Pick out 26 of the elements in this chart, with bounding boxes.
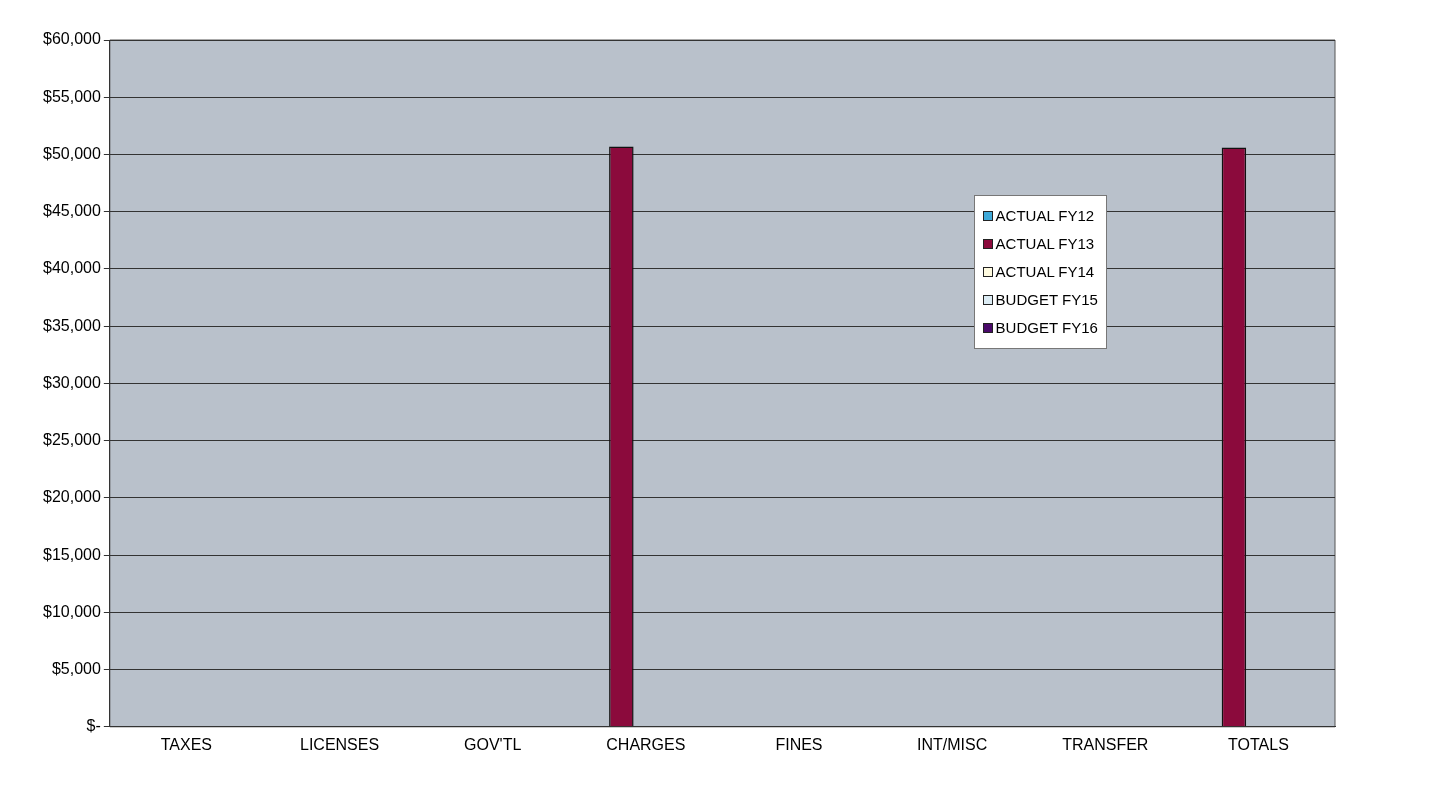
legend-label: ACTUAL FY13 bbox=[995, 233, 1095, 254]
y-tick-label: $40,000 bbox=[42, 259, 101, 277]
y-tick-label: $55,000 bbox=[42, 87, 101, 105]
legend-label: BUDGET FY15 bbox=[995, 289, 1098, 310]
y-tick-label: $10,000 bbox=[42, 602, 101, 620]
x-tick-label: FINES bbox=[775, 735, 823, 753]
x-tick-label: TOTALS bbox=[1228, 735, 1289, 753]
x-tick-label: TAXES bbox=[160, 735, 213, 753]
y-tick-label: $60,000 bbox=[42, 30, 101, 48]
y-tick-label: $5,000 bbox=[51, 659, 101, 677]
y-tick-label: $30,000 bbox=[42, 373, 101, 391]
legend-label: ACTUAL FY12 bbox=[995, 205, 1095, 226]
x-tick-label: TRANSFER bbox=[1062, 735, 1149, 753]
legend-label: BUDGET FY16 bbox=[995, 317, 1098, 338]
y-tick-label: $50,000 bbox=[42, 144, 101, 162]
x-tick-label: CHARGES bbox=[606, 735, 686, 753]
y-tick-label: $45,000 bbox=[42, 202, 101, 220]
y-tick-label: $20,000 bbox=[42, 488, 101, 506]
x-tick-label: GOV'TL bbox=[464, 735, 522, 753]
legend-label: ACTUAL FY14 bbox=[995, 261, 1095, 282]
y-tick-label: $15,000 bbox=[42, 545, 101, 563]
y-tick-label: $- bbox=[86, 717, 101, 735]
y-tick-label: $25,000 bbox=[42, 431, 101, 449]
x-tick-label: INT/MISC bbox=[917, 735, 988, 753]
y-tick-label: $35,000 bbox=[42, 316, 101, 334]
x-tick-label: LICENSES bbox=[299, 735, 380, 753]
